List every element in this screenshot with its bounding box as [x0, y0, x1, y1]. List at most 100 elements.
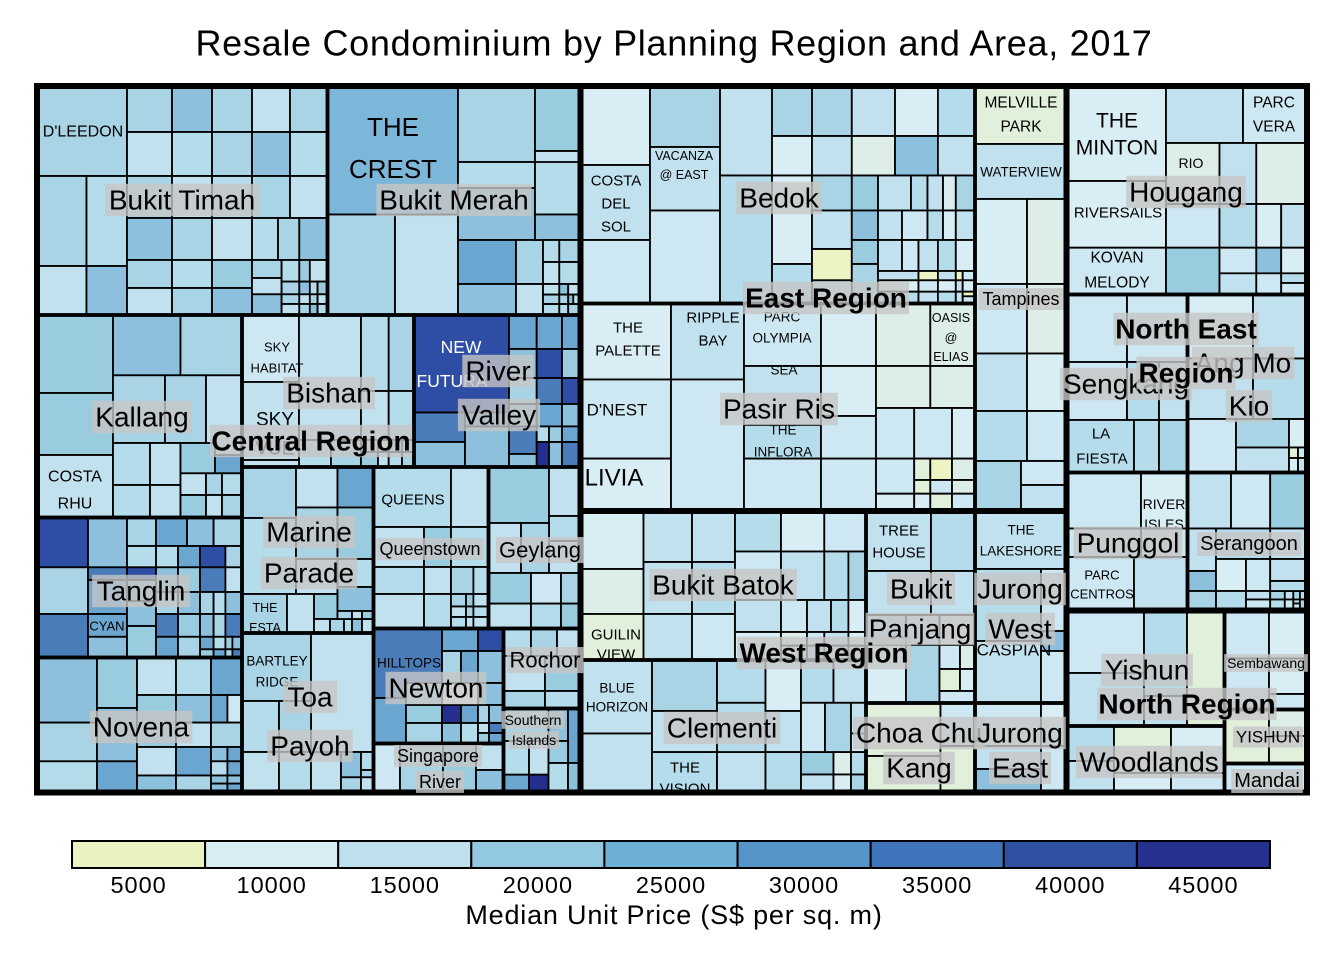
svg-text:Queenstown: Queenstown: [379, 539, 480, 559]
svg-text:VERA: VERA: [1253, 119, 1296, 136]
svg-text:GUILIN: GUILIN: [591, 627, 641, 644]
svg-text:Resale Condominium by Planning: Resale Condominium by Planning Region an…: [195, 23, 1152, 64]
svg-text:Kio: Kio: [1229, 391, 1269, 422]
svg-text:North East: North East: [1115, 314, 1257, 345]
svg-text:Choa Chu: Choa Chu: [856, 718, 982, 749]
svg-text:NEW: NEW: [441, 337, 482, 357]
svg-text:Pasir Ris: Pasir Ris: [723, 394, 835, 425]
svg-text:25000: 25000: [636, 872, 706, 898]
svg-text:Singapore: Singapore: [397, 746, 479, 766]
svg-text:LIVIA: LIVIA: [585, 465, 644, 492]
svg-text:Jurong: Jurong: [977, 574, 1063, 605]
svg-text:Rochor: Rochor: [510, 648, 581, 673]
svg-text:HORIZON: HORIZON: [586, 700, 648, 715]
svg-text:FIESTA: FIESTA: [1076, 451, 1127, 468]
svg-text:CENTROS: CENTROS: [1070, 587, 1134, 602]
svg-text:Serangoon: Serangoon: [1200, 533, 1298, 555]
svg-text:VACANZA: VACANZA: [655, 149, 714, 163]
svg-text:North Region: North Region: [1098, 689, 1275, 720]
svg-text:HABITAT: HABITAT: [251, 361, 304, 376]
svg-text:RIVERSAILS: RIVERSAILS: [1074, 205, 1162, 222]
svg-text:Bukit Batok: Bukit Batok: [652, 570, 795, 601]
svg-text:River: River: [465, 356, 530, 387]
svg-text:Woodlands: Woodlands: [1079, 747, 1219, 778]
svg-text:CREST: CREST: [349, 154, 437, 184]
svg-text:OASIS: OASIS: [932, 311, 970, 325]
svg-text:Mandai: Mandai: [1234, 770, 1300, 792]
svg-text:East Region: East Region: [745, 283, 907, 314]
svg-text:10000: 10000: [237, 872, 307, 898]
svg-text:SEA: SEA: [770, 363, 797, 378]
svg-text:MINTON: MINTON: [1076, 137, 1158, 160]
svg-text:Yishun: Yishun: [1105, 655, 1190, 686]
svg-text:Jurong: Jurong: [977, 718, 1063, 749]
svg-text:THE: THE: [613, 320, 643, 337]
svg-text:@: @: [945, 331, 958, 345]
svg-text:HILLTOPS: HILLTOPS: [377, 656, 441, 671]
svg-text:Marine: Marine: [266, 517, 352, 548]
svg-text:Valley: Valley: [462, 400, 536, 431]
svg-text:Tampines: Tampines: [982, 289, 1059, 309]
svg-text:COSTA: COSTA: [48, 469, 102, 486]
svg-text:D'LEEDON: D'LEEDON: [43, 124, 123, 141]
svg-text:QUEENS: QUEENS: [381, 492, 444, 509]
svg-text:5000: 5000: [110, 872, 166, 898]
svg-text:MELODY: MELODY: [1084, 275, 1149, 292]
svg-text:Median Unit Price (S$ per sq.: Median Unit Price (S$ per sq. m): [465, 900, 882, 930]
svg-text:HOUSE: HOUSE: [872, 545, 925, 562]
svg-text:THE: THE: [1096, 110, 1138, 133]
svg-text:THE: THE: [1008, 523, 1035, 538]
svg-text:Bukit Merah: Bukit Merah: [379, 185, 528, 216]
svg-text:PARK: PARK: [1000, 119, 1042, 136]
svg-text:KOVAN: KOVAN: [1090, 250, 1143, 267]
svg-text:West Region: West Region: [739, 638, 908, 669]
svg-text:Bukit Timah: Bukit Timah: [109, 185, 255, 216]
svg-text:Islands: Islands: [512, 732, 556, 748]
svg-text:TREE: TREE: [879, 523, 919, 540]
svg-text:VISION: VISION: [660, 781, 711, 798]
svg-text:THE: THE: [670, 760, 700, 777]
svg-text:Parade: Parade: [264, 558, 354, 589]
svg-text:Sembawang: Sembawang: [1227, 655, 1305, 671]
svg-text:CYAN: CYAN: [89, 619, 124, 634]
svg-text:ELIAS: ELIAS: [933, 350, 968, 364]
svg-text:Toa: Toa: [287, 682, 333, 713]
svg-text:YISHUN: YISHUN: [1236, 728, 1300, 747]
svg-text:Punggol: Punggol: [1077, 528, 1180, 559]
svg-text:30000: 30000: [769, 872, 839, 898]
svg-text:Bishan: Bishan: [286, 378, 372, 409]
svg-text:RIO: RIO: [1179, 155, 1204, 171]
svg-text:THE: THE: [367, 112, 419, 142]
svg-text:BARTLEY: BARTLEY: [246, 654, 307, 669]
svg-text:40000: 40000: [1035, 872, 1105, 898]
svg-text:THE: THE: [253, 601, 278, 615]
svg-text:Clementi: Clementi: [667, 713, 777, 744]
svg-text:Central Region: Central Region: [211, 426, 410, 457]
svg-text:45000: 45000: [1168, 872, 1238, 898]
svg-text:WATERVIEW: WATERVIEW: [980, 165, 1062, 180]
svg-text:Tanglin: Tanglin: [97, 576, 186, 607]
svg-text:Bedok: Bedok: [739, 183, 819, 214]
svg-text:RIPPLE: RIPPLE: [686, 310, 739, 327]
svg-text:CASPIAN: CASPIAN: [977, 641, 1052, 660]
svg-text:PARC: PARC: [1084, 568, 1119, 583]
svg-text:COSTA: COSTA: [591, 173, 642, 190]
svg-text:20000: 20000: [503, 872, 573, 898]
svg-text:RHU: RHU: [58, 496, 93, 513]
svg-text:RIVER: RIVER: [1143, 496, 1186, 512]
svg-text:PALETTE: PALETTE: [595, 343, 661, 360]
svg-text:Bukit: Bukit: [890, 574, 952, 605]
svg-text:@ EAST: @ EAST: [660, 168, 709, 182]
svg-text:Hougang: Hougang: [1129, 177, 1243, 208]
svg-text:Newton: Newton: [389, 673, 484, 704]
svg-text:35000: 35000: [902, 872, 972, 898]
svg-text:Region: Region: [1139, 358, 1234, 389]
svg-text:PARC: PARC: [1253, 95, 1295, 112]
svg-text:D'NEST: D'NEST: [587, 401, 648, 420]
svg-text:15000: 15000: [370, 872, 440, 898]
svg-text:West: West: [988, 614, 1051, 645]
svg-text:VIEW: VIEW: [597, 647, 636, 664]
svg-text:SKY: SKY: [264, 340, 290, 355]
svg-text:Novena: Novena: [93, 712, 190, 743]
svg-text:LA: LA: [1092, 426, 1110, 443]
